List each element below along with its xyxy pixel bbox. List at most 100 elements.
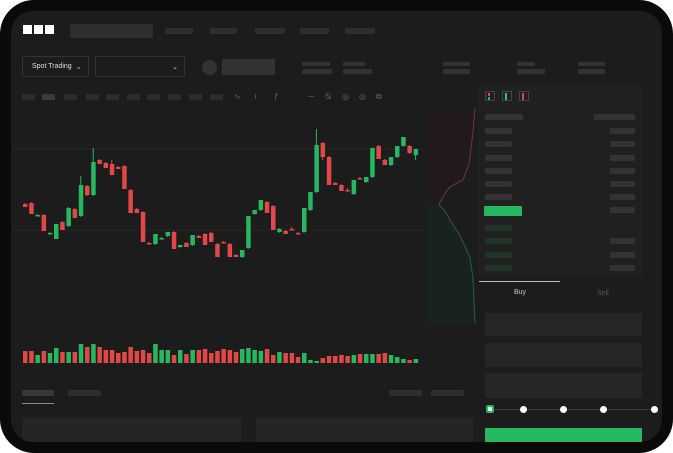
- volume-bar: [97, 347, 102, 363]
- amount-header: [594, 114, 635, 120]
- sell-tab[interactable]: Sell: [597, 290, 609, 297]
- logo-block: [34, 25, 43, 34]
- volume-bar: [258, 351, 264, 363]
- mid-price-highlight[interactable]: [484, 206, 522, 216]
- volume-bar: [29, 351, 34, 363]
- candle-body: [97, 160, 102, 164]
- interval-button[interactable]: [210, 94, 223, 100]
- volume-bar: [314, 361, 319, 363]
- book-asks-icon[interactable]: [519, 91, 529, 101]
- candle-body: [277, 229, 282, 232]
- filter-button[interactable]: [431, 390, 464, 396]
- price-input[interactable]: [485, 313, 642, 336]
- candle-type-icon[interactable]: ∿: [234, 92, 241, 101]
- candle-body: [196, 236, 202, 238]
- market-type-select[interactable]: Spot Trading ⌄: [22, 56, 89, 77]
- book-both-icon[interactable]: [485, 91, 495, 101]
- slider-step-50[interactable]: [560, 406, 567, 413]
- ask-amount: [610, 181, 635, 187]
- settings-icon[interactable]: ◎: [342, 92, 349, 101]
- candle-body: [116, 167, 121, 169]
- volume-bar: [134, 351, 140, 363]
- slider-step-25[interactable]: [520, 406, 527, 413]
- buy-button[interactable]: [485, 428, 642, 442]
- pair-name-placeholder: [222, 59, 275, 75]
- okx-logo[interactable]: [23, 25, 54, 34]
- candle-body: [314, 145, 319, 192]
- candle-body: [159, 238, 164, 240]
- open-orders-tab[interactable]: [22, 390, 54, 396]
- slider-step-100[interactable]: [651, 406, 658, 413]
- candle-body: [128, 190, 133, 213]
- buy-tab[interactable]: Buy: [514, 289, 527, 296]
- amount-input[interactable]: [485, 343, 642, 367]
- candle-body: [202, 234, 208, 245]
- line-tool-icon[interactable]: ∼: [308, 92, 315, 101]
- ask-amount: [610, 194, 635, 200]
- volume-bar: [171, 355, 177, 363]
- candle-body: [246, 216, 251, 248]
- volume-bar: [54, 348, 59, 363]
- interval-button[interactable]: [189, 94, 202, 100]
- interval-button[interactable]: [86, 94, 99, 100]
- ask-price: [485, 181, 512, 187]
- candle-body: [215, 244, 220, 257]
- fx-icon[interactable]: ƒ: [274, 92, 279, 101]
- candle-body: [147, 243, 152, 245]
- ask-price: [485, 141, 512, 147]
- nav-item[interactable]: [210, 28, 237, 34]
- volume-bar: [178, 350, 183, 363]
- slider-step-75[interactable]: [600, 406, 607, 413]
- volume-bar: [413, 359, 419, 363]
- amount-slider-track[interactable]: [489, 409, 657, 410]
- search-bar-placeholder[interactable]: [70, 24, 153, 38]
- interval-button[interactable]: [106, 94, 119, 100]
- camera-icon[interactable]: ◎: [359, 92, 366, 101]
- amount-slider-handle[interactable]: [486, 405, 494, 413]
- candle-body: [295, 233, 301, 235]
- interval-button[interactable]: [127, 94, 140, 100]
- filter-button[interactable]: [389, 390, 422, 396]
- interval-button-active[interactable]: [42, 94, 55, 100]
- interval-button[interactable]: [64, 94, 77, 100]
- total-input[interactable]: [485, 373, 642, 398]
- market-type-label: Spot Trading: [32, 63, 72, 70]
- stat-value: [517, 69, 545, 74]
- candle-body: [357, 178, 363, 180]
- candle-body: [190, 235, 195, 245]
- indicator-icon[interactable]: ≀: [254, 92, 257, 101]
- volume-bar: [72, 352, 78, 363]
- candlestick-chart[interactable]: [11, 106, 481, 371]
- volume-bar: [351, 355, 357, 363]
- interval-button[interactable]: [168, 94, 181, 100]
- volume-bar: [41, 351, 47, 363]
- fullscreen-icon[interactable]: ⧉: [376, 92, 382, 101]
- candle-body: [227, 244, 233, 257]
- volume-bar: [159, 350, 164, 363]
- nav-item[interactable]: [345, 28, 375, 34]
- stat-label: [343, 62, 365, 66]
- book-bids-icon[interactable]: [502, 91, 512, 101]
- bid-price: [485, 252, 512, 258]
- volume-bar: [289, 353, 295, 363]
- pair-select[interactable]: ⌄: [95, 56, 185, 77]
- interval-button[interactable]: [147, 94, 160, 100]
- candle-body: [78, 185, 84, 216]
- volume-bar: [103, 350, 109, 363]
- volume-bar: [240, 349, 245, 363]
- volume-bar: [339, 355, 344, 363]
- draw-tool-icon[interactable]: ⦰: [325, 92, 332, 101]
- nav-item[interactable]: [300, 28, 329, 34]
- volume-bar: [277, 352, 282, 363]
- nav-item[interactable]: [255, 28, 285, 34]
- bid-price: [485, 238, 512, 244]
- volume-bar: [122, 352, 127, 363]
- volume-bar: [333, 356, 338, 363]
- history-tab[interactable]: [68, 390, 101, 396]
- interval-button[interactable]: [22, 94, 35, 100]
- volume-bar: [407, 360, 412, 363]
- ask-depth-area: [427, 108, 475, 205]
- candle-body: [407, 146, 412, 153]
- nav-item[interactable]: [165, 28, 193, 34]
- volume-bar: [215, 351, 220, 363]
